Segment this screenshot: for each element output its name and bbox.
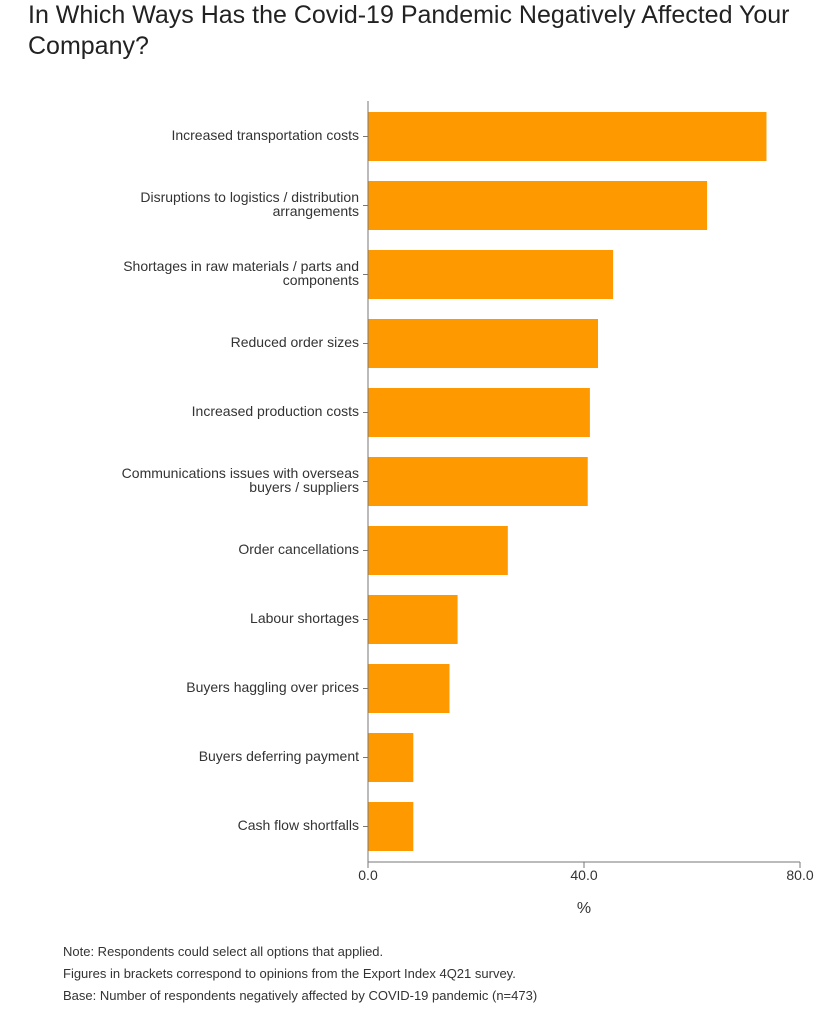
note-base: Base: Number of respondents negatively a… — [63, 988, 538, 1003]
note-respondents: Note: Respondents could select all optio… — [63, 944, 384, 959]
category-label: Communications issues with overseas — [122, 465, 359, 481]
bar — [368, 250, 614, 299]
bar — [368, 319, 598, 368]
bar — [368, 802, 414, 851]
bar — [368, 526, 508, 575]
note-brackets: Figures in brackets correspond to opinio… — [63, 966, 516, 981]
x-tick-label: 0.0 — [358, 867, 378, 883]
category-label: arrangements — [273, 203, 359, 219]
x-tick-label: 40.0 — [570, 867, 597, 883]
chart-notes: Note: Respondents could select all optio… — [63, 941, 537, 1007]
bar — [368, 112, 767, 161]
category-label: Shortages in raw materials / parts and — [123, 258, 359, 274]
bar — [368, 388, 590, 437]
category-label: Labour shortages — [250, 610, 359, 626]
category-label: buyers / suppliers — [249, 479, 359, 495]
category-label: components — [283, 272, 359, 288]
bar — [368, 664, 450, 713]
bar — [368, 181, 708, 230]
bar — [368, 457, 588, 506]
bar — [368, 595, 458, 644]
chart-title: In Which Ways Has the Covid-19 Pandemic … — [28, 1, 790, 60]
category-label: Order cancellations — [238, 541, 359, 557]
bar — [368, 733, 414, 782]
x-tick-label: 80.0 — [786, 867, 813, 883]
category-label: Buyers haggling over prices — [186, 679, 359, 695]
category-label: Disruptions to logistics / distribution — [140, 189, 359, 205]
x-axis-label: % — [577, 900, 591, 917]
category-label: Increased production costs — [192, 403, 359, 419]
category-label: Reduced order sizes — [231, 334, 359, 350]
category-label: Cash flow shortfalls — [238, 817, 359, 833]
category-label: Increased transportation costs — [171, 127, 359, 143]
category-label: Buyers deferring payment — [199, 748, 359, 764]
